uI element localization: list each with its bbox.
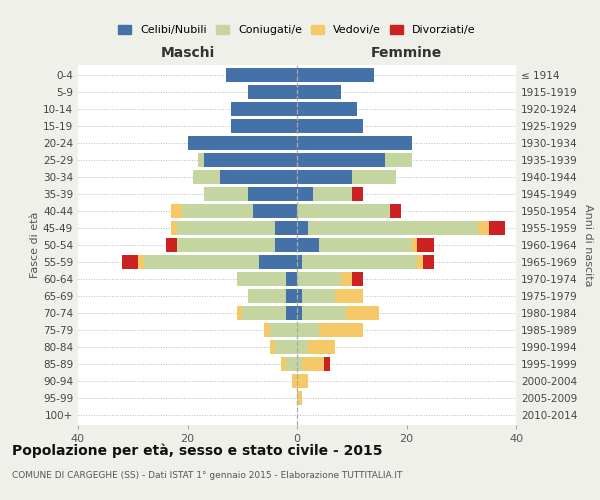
Bar	[226, 68, 297, 82]
Bar	[488, 221, 505, 235]
Bar	[385, 153, 412, 167]
Bar	[297, 391, 302, 405]
Bar	[297, 374, 308, 388]
Bar	[275, 238, 297, 252]
Y-axis label: Fasce di età: Fasce di età	[30, 212, 40, 278]
Bar	[193, 170, 220, 184]
Bar	[232, 119, 297, 133]
Text: COMUNE DI CARGEGHE (SS) - Dati ISTAT 1° gennaio 2015 - Elaborazione TUTTITALIA.I: COMUNE DI CARGEGHE (SS) - Dati ISTAT 1° …	[12, 470, 403, 480]
Bar	[423, 255, 434, 269]
Bar	[412, 238, 418, 252]
Bar	[319, 323, 362, 337]
Bar	[292, 374, 297, 388]
Bar	[302, 289, 335, 303]
Bar	[297, 136, 412, 150]
Bar	[297, 357, 302, 371]
Bar	[297, 221, 308, 235]
Bar	[253, 204, 297, 218]
Bar	[418, 255, 423, 269]
Bar	[182, 204, 253, 218]
Bar	[319, 238, 412, 252]
Bar	[171, 204, 182, 218]
Bar	[297, 153, 385, 167]
Bar	[302, 357, 325, 371]
Text: Popolazione per età, sesso e stato civile - 2015: Popolazione per età, sesso e stato civil…	[12, 444, 383, 458]
Bar	[286, 306, 297, 320]
Bar	[418, 238, 434, 252]
Bar	[242, 306, 286, 320]
Legend: Celibi/Nubili, Coniugati/e, Vedovi/e, Divorziati/e: Celibi/Nubili, Coniugati/e, Vedovi/e, Di…	[114, 20, 480, 40]
Bar	[335, 289, 362, 303]
Bar	[346, 306, 379, 320]
Bar	[308, 340, 335, 354]
Bar	[281, 357, 286, 371]
Bar	[259, 255, 297, 269]
Bar	[286, 289, 297, 303]
Bar	[204, 153, 297, 167]
Bar	[302, 306, 346, 320]
Bar	[232, 102, 297, 116]
Bar	[297, 68, 374, 82]
Bar	[297, 306, 302, 320]
Bar	[297, 238, 319, 252]
Bar	[248, 187, 297, 201]
Bar	[297, 323, 319, 337]
Bar	[176, 221, 275, 235]
Bar	[297, 340, 308, 354]
Bar	[248, 85, 297, 99]
Bar	[352, 187, 362, 201]
Bar	[297, 289, 302, 303]
Bar	[237, 306, 242, 320]
Bar	[297, 204, 390, 218]
Bar	[237, 272, 286, 286]
Bar	[297, 102, 357, 116]
Bar	[199, 153, 204, 167]
Bar	[297, 187, 313, 201]
Bar	[275, 221, 297, 235]
Bar	[352, 170, 395, 184]
Bar	[171, 221, 176, 235]
Bar	[297, 119, 362, 133]
Bar	[166, 238, 176, 252]
Bar	[187, 136, 297, 150]
Bar	[297, 255, 302, 269]
Bar	[220, 170, 297, 184]
Bar	[313, 187, 352, 201]
Bar	[264, 323, 269, 337]
Y-axis label: Anni di nascita: Anni di nascita	[583, 204, 593, 286]
Bar	[269, 340, 275, 354]
Bar	[138, 255, 144, 269]
Bar	[302, 255, 418, 269]
Bar	[478, 221, 488, 235]
Bar	[248, 289, 286, 303]
Bar	[122, 255, 138, 269]
Bar	[275, 340, 297, 354]
Bar	[269, 323, 297, 337]
Bar	[341, 272, 352, 286]
Bar	[297, 85, 341, 99]
Bar	[390, 204, 401, 218]
Bar	[144, 255, 259, 269]
Bar	[352, 272, 362, 286]
Bar	[286, 357, 297, 371]
Bar	[297, 272, 341, 286]
Text: Femmine: Femmine	[371, 46, 442, 60]
Bar	[286, 272, 297, 286]
Text: Maschi: Maschi	[160, 46, 215, 60]
Bar	[204, 187, 248, 201]
Bar	[176, 238, 275, 252]
Bar	[297, 170, 352, 184]
Bar	[308, 221, 478, 235]
Bar	[325, 357, 330, 371]
